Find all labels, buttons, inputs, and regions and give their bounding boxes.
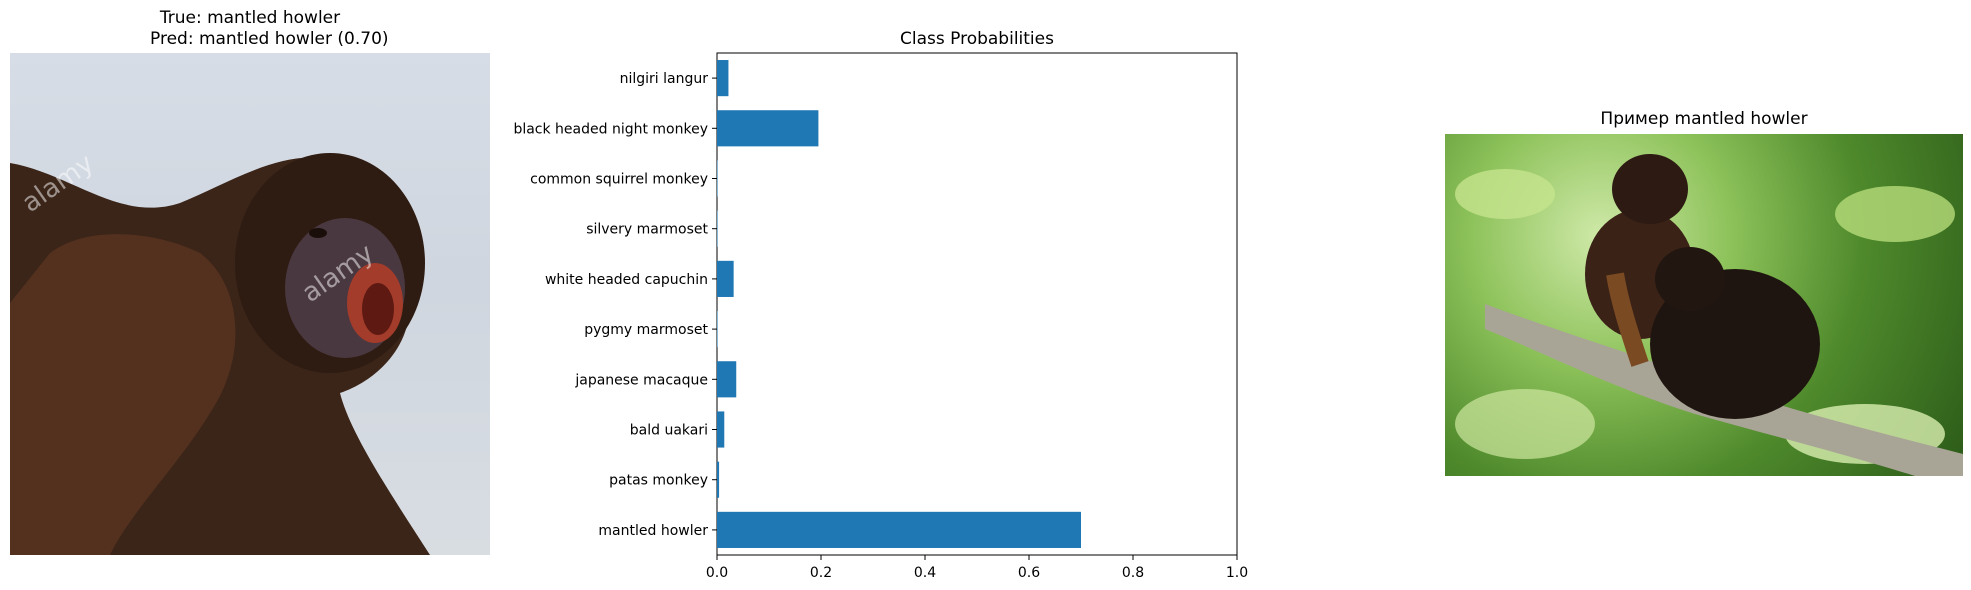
y-tick-label: white headed capuchin — [545, 272, 708, 288]
y-tick-label: mantled howler — [598, 523, 708, 539]
bar-japanese-macaque — [717, 361, 737, 398]
y-tick-label: black headed night monkey — [513, 121, 708, 137]
y-tick-label: japanese macaque — [574, 372, 708, 388]
x-tick-label: 1.0 — [1226, 565, 1248, 581]
bar-white-headed-capuchin — [717, 260, 734, 297]
y-tick-label: pygmy marmoset — [584, 322, 708, 338]
x-tick-label: 0.2 — [810, 565, 832, 581]
bar-common-squirrel-monkey — [717, 160, 718, 197]
howler-photo: alamy alamy — [10, 148, 430, 555]
x-tick-label: 0.4 — [914, 565, 936, 581]
x-tick-label: 0.0 — [706, 565, 728, 581]
y-tick-label: silvery marmoset — [586, 222, 708, 238]
pred-label: Pred: mantled howler (0.70) — [150, 29, 389, 49]
bar-patas-monkey — [717, 461, 720, 498]
bar-mantled-howler — [717, 511, 1081, 548]
y-tick-label: bald uakari — [630, 423, 708, 439]
bar-bald-uakari — [717, 411, 725, 448]
example-title: Пример mantled howler — [1600, 109, 1808, 129]
bar-nilgiri-langur — [717, 60, 729, 97]
true-label: True: mantled howler — [159, 8, 341, 28]
x-tick-label: 0.6 — [1018, 565, 1040, 581]
chart-title: Class Probabilities — [900, 29, 1054, 49]
plot-frame — [716, 52, 1238, 556]
example-photo — [1455, 154, 1963, 476]
left-title: True: mantled howler Pred: mantled howle… — [150, 8, 389, 50]
example-image — [1445, 134, 1963, 476]
bar-black-headed-night-monkey — [717, 110, 819, 147]
bar-pygmy-marmoset — [717, 311, 718, 348]
bar-silvery-marmoset — [717, 210, 718, 247]
y-tick-label: nilgiri langur — [620, 71, 709, 87]
query-image: alamy alamy — [10, 53, 490, 555]
y-tick-label: patas monkey — [609, 473, 708, 489]
y-tick-label: common squirrel monkey — [530, 172, 708, 188]
x-tick-label: 0.8 — [1122, 565, 1144, 581]
